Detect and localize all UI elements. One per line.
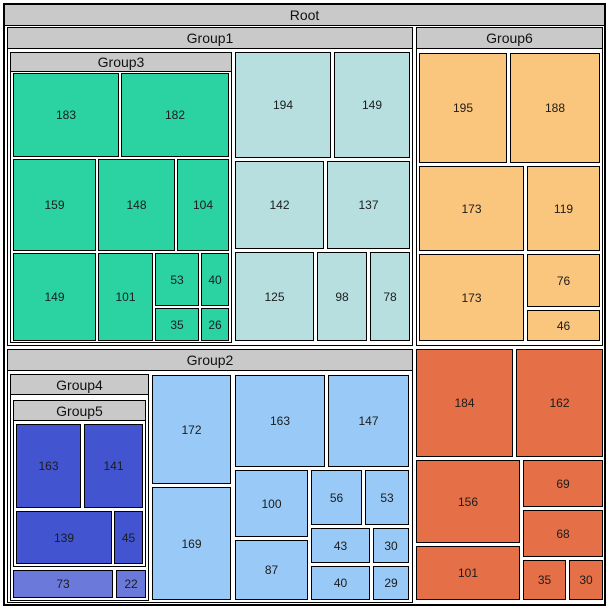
cell-g3-149: 149 <box>13 253 96 341</box>
cell-root-68: 68 <box>523 510 603 557</box>
cell-g4-73: 73 <box>13 570 113 598</box>
group5-header: Group5 <box>14 401 145 421</box>
cell-g6-195: 195 <box>419 53 507 163</box>
cell-g3-101: 101 <box>98 253 153 341</box>
cell-g3-26: 26 <box>201 308 229 341</box>
cell-g1-98: 98 <box>317 252 367 341</box>
cell-g6-173b: 173 <box>419 254 524 341</box>
cell-g2-147: 147 <box>328 375 409 467</box>
cell-g6-119: 119 <box>527 166 600 251</box>
root-header: Root <box>5 5 604 26</box>
cell-g1-142: 142 <box>235 161 324 249</box>
cell-g2-29: 29 <box>373 566 409 600</box>
cell-g3-40: 40 <box>201 253 229 306</box>
cell-g6-76: 76 <box>527 254 600 307</box>
cell-g3-182: 182 <box>121 73 229 157</box>
cell-g2-163: 163 <box>235 375 325 467</box>
cell-g5-45: 45 <box>114 511 143 564</box>
cell-g5-139: 139 <box>16 511 112 564</box>
cell-g5-141: 141 <box>84 424 143 508</box>
cell-root-69: 69 <box>523 460 603 507</box>
cell-g4-22: 22 <box>116 570 146 598</box>
group4-header: Group4 <box>11 375 148 395</box>
group1-header: Group1 <box>8 28 412 49</box>
cell-g3-53: 53 <box>155 253 199 306</box>
cell-root-184: 184 <box>416 349 513 457</box>
cell-g6-46: 46 <box>527 310 600 341</box>
cell-g2-40: 40 <box>311 566 370 600</box>
group6-header: Group6 <box>417 28 602 49</box>
cell-g6-173a: 173 <box>419 166 524 251</box>
cell-g6-188: 188 <box>510 53 600 163</box>
cell-g1-137: 137 <box>327 161 410 249</box>
cell-root-162: 162 <box>516 349 603 457</box>
cell-root-30: 30 <box>569 560 603 600</box>
cell-g3-35: 35 <box>155 308 199 341</box>
cell-g2-43: 43 <box>311 528 370 563</box>
cell-g2-100: 100 <box>235 470 308 537</box>
cell-g1-194: 194 <box>235 52 331 158</box>
cell-g2-53: 53 <box>365 470 409 525</box>
cell-g2-169: 169 <box>152 487 231 600</box>
cell-g1-125: 125 <box>235 252 314 341</box>
cell-g3-183: 183 <box>13 73 119 157</box>
cell-g2-87: 87 <box>235 540 308 600</box>
cell-g3-104: 104 <box>177 159 229 251</box>
cell-g1-78: 78 <box>370 252 410 341</box>
group3-header: Group3 <box>11 53 231 72</box>
cell-g3-159: 159 <box>13 159 96 251</box>
cell-g2-30: 30 <box>373 528 409 563</box>
cell-g2-172: 172 <box>152 375 231 484</box>
cell-root-101: 101 <box>416 546 520 600</box>
group2-header: Group2 <box>8 350 412 371</box>
cell-g3-148: 148 <box>98 159 175 251</box>
cell-root-156: 156 <box>416 460 520 543</box>
cell-g5-163: 163 <box>16 424 81 508</box>
cell-root-35: 35 <box>523 560 566 600</box>
cell-g2-56: 56 <box>311 470 362 525</box>
cell-g1-149: 149 <box>334 52 410 158</box>
